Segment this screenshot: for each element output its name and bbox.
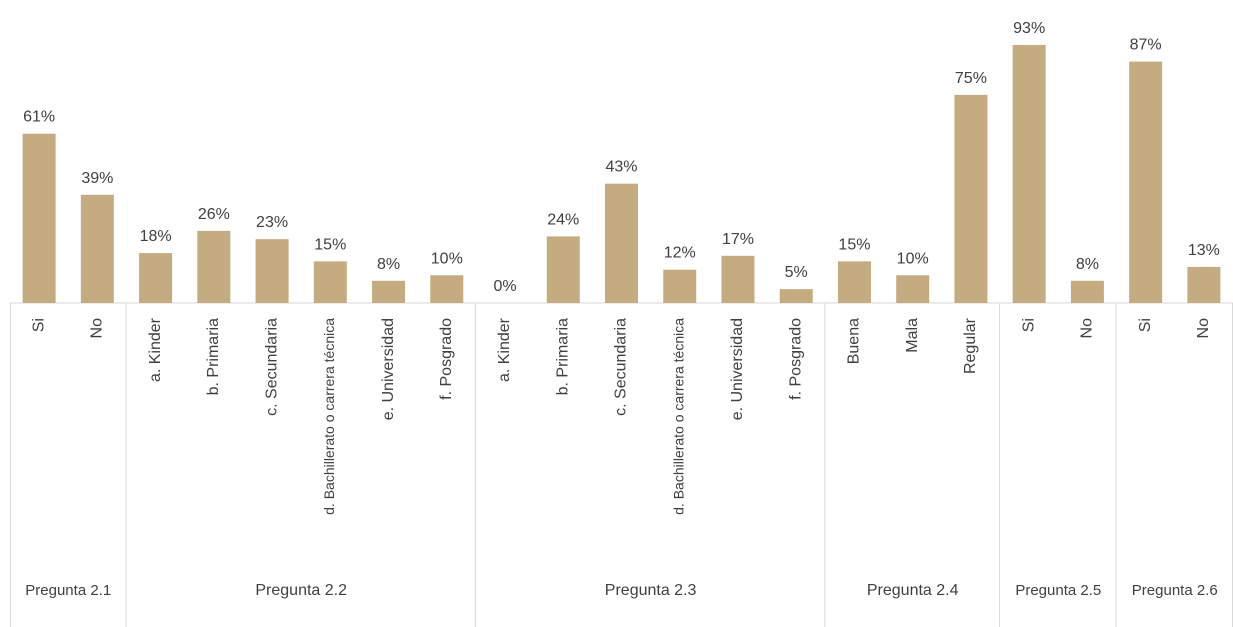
category-label: b. Primaria: [554, 318, 571, 395]
category-label: Regular: [962, 317, 979, 374]
value-label: 10%: [897, 250, 929, 267]
category-label: d. Bachillerato o carrera técnica: [321, 318, 337, 515]
value-label: 15%: [838, 236, 870, 253]
bar: [430, 275, 464, 303]
bar: [896, 275, 930, 303]
value-label: 5%: [785, 264, 808, 281]
group-label: Pregunta 2.2: [255, 582, 347, 599]
value-label: 18%: [140, 228, 172, 245]
category-label: Si: [1020, 318, 1037, 332]
value-label: 87%: [1130, 37, 1162, 54]
bar: [197, 230, 231, 303]
category-label: f. Posgrado: [787, 318, 804, 400]
value-label: 61%: [23, 109, 55, 126]
group-label: Pregunta 2.1: [25, 582, 111, 599]
category-label: a. Kinder: [496, 317, 513, 382]
category-label: No: [89, 318, 106, 339]
bar: [313, 261, 347, 303]
value-label: 8%: [377, 256, 400, 273]
bar: [80, 194, 114, 303]
bar: [1070, 280, 1104, 303]
value-label: 12%: [664, 245, 696, 262]
bar: [546, 236, 580, 303]
bar: [605, 183, 638, 303]
category-label: e. Universidad: [729, 318, 746, 420]
bar: [255, 239, 289, 303]
bar: [779, 289, 813, 303]
group-label: Pregunta 2.6: [1132, 582, 1218, 599]
value-label: 8%: [1076, 256, 1099, 273]
value-label: 17%: [722, 231, 754, 248]
category-label: c. Secundaria: [613, 318, 630, 416]
group-label: Pregunta 2.4: [867, 582, 959, 599]
category-label: Si: [30, 318, 47, 332]
value-label: 13%: [1188, 242, 1220, 259]
value-label: 39%: [81, 170, 113, 187]
bar: [1129, 61, 1163, 304]
category-label: No: [1195, 318, 1212, 339]
bar: [837, 261, 871, 303]
value-label: 75%: [955, 70, 987, 87]
value-label: 43%: [605, 159, 637, 176]
value-label: 0%: [493, 278, 516, 295]
bar: [721, 255, 755, 303]
value-label: 93%: [1013, 20, 1045, 37]
category-label: b. Primaria: [205, 318, 222, 395]
value-label: 10%: [431, 250, 463, 267]
value-label: 24%: [547, 211, 579, 228]
category-label: Si: [1137, 318, 1154, 332]
group-label: Pregunta 2.5: [1015, 582, 1101, 599]
value-label: 26%: [198, 206, 230, 223]
category-label: a. Kinder: [147, 317, 164, 382]
bar: [1187, 266, 1221, 303]
category-label: Buena: [846, 318, 863, 364]
category-label: No: [1079, 318, 1096, 339]
value-label: 23%: [256, 214, 288, 231]
value-label: 15%: [314, 236, 346, 253]
category-label: c. Secundaria: [263, 318, 280, 416]
bar: [372, 280, 406, 303]
category-label: e. Universidad: [380, 318, 397, 420]
category-label: d. Bachillerato o carrera técnica: [670, 318, 686, 515]
group-label: Pregunta 2.3: [605, 582, 697, 599]
bar: [139, 253, 173, 303]
category-label: Mala: [904, 318, 921, 353]
bar: [1012, 44, 1046, 304]
bar: [954, 94, 988, 303]
category-label: f. Posgrado: [438, 318, 455, 400]
bar: [663, 269, 697, 303]
bar: [22, 133, 56, 303]
